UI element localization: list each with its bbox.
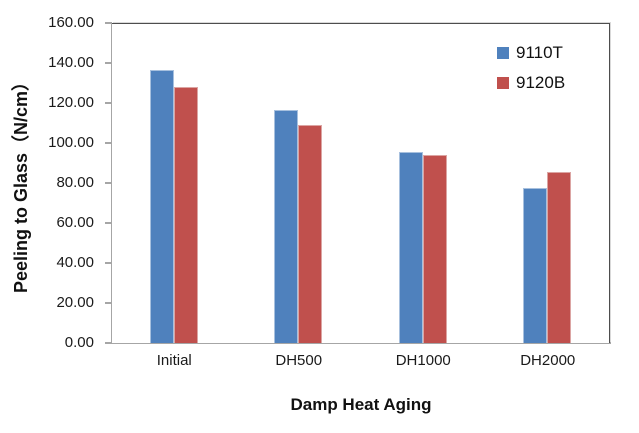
legend-label: 9120B [516,73,566,92]
legend-label: 9110T [516,43,563,62]
bar-9110T-dh2000 [522,188,547,343]
y-tick-mark [105,302,112,304]
y-tick-mark [105,222,112,224]
y-tick-label: 20.00 [56,294,94,311]
plot-area: 9110T 9120B [112,23,610,343]
y-tick-label: 140.00 [48,54,94,71]
y-tick-mark [105,62,112,64]
y-tick-mark [105,262,112,264]
bar-group-dh2000 [485,24,609,343]
y-tick-label: 160.00 [48,14,94,31]
x-tick-label: DH1000 [395,352,451,369]
bar-group-initial [112,24,236,343]
x-axis-labels: Initial DH500 DH1000 DH2000 [112,352,610,369]
y-tick-mark [105,182,112,184]
legend-entry-9110T: 9110T [497,43,565,63]
bar-9120B-initial [174,86,199,343]
legend-entry-9120B: 9120B [497,73,565,93]
x-tick-label: Initial [156,352,192,369]
bars-container [112,24,609,343]
y-tick-mark [105,22,112,24]
y-tick-label: 40.00 [56,254,94,271]
y-tick-label: 60.00 [56,214,94,231]
bar-group-dh1000 [361,24,485,343]
bar-9110T-initial [150,69,175,343]
legend-swatch-icon [497,77,509,89]
bar-9120B-dh1000 [422,154,447,343]
y-tick-mark [105,102,112,104]
y-tick-label: 100.00 [48,134,94,151]
y-tick-label: 120.00 [48,94,94,111]
y-tick-mark [105,342,112,344]
bar-9110T-dh1000 [398,151,423,343]
legend-swatch-icon [497,47,509,59]
bar-9120B-dh2000 [546,171,571,343]
x-axis-line [105,342,611,344]
y-tick-mark [105,142,112,144]
y-tick-label: 0.00 [64,334,94,351]
x-tick-label: DH2000 [520,352,576,369]
x-tick-label: DH500 [275,352,323,369]
legend: 9110T 9120B [497,43,565,93]
bar-9120B-dh500 [298,124,323,343]
x-axis-title: Damp Heat Aging [290,395,432,414]
y-tick-label: 80.00 [56,174,94,191]
bar-9110T-dh500 [274,109,299,343]
bar-group-dh500 [236,24,360,343]
